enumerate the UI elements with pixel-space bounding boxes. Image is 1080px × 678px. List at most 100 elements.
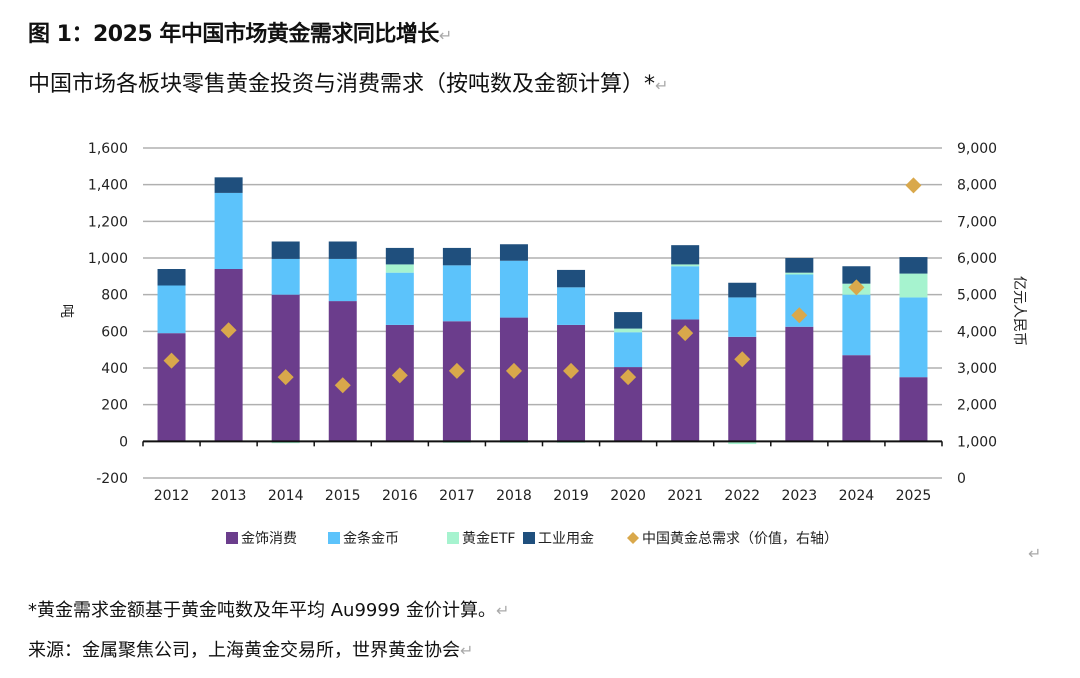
- bar-segment: [157, 333, 186, 442]
- bar-segment: [614, 332, 643, 368]
- x-tick-label: 2024: [839, 488, 875, 504]
- y-tick-label: -200: [96, 471, 128, 487]
- x-tick-label: 2015: [325, 488, 361, 504]
- legend-label: 黄金ETF: [462, 530, 515, 547]
- total-demand-point: [848, 279, 865, 296]
- bar-segment: [499, 317, 528, 442]
- bar-segment: [385, 272, 414, 325]
- bar-segment: [499, 260, 528, 318]
- bar-segment: [442, 265, 471, 322]
- x-tick-label: 2021: [667, 488, 703, 504]
- legend-swatch: [447, 532, 459, 544]
- return-mark: ↵: [460, 641, 474, 660]
- y2-tick-label: 8,000: [957, 178, 997, 194]
- footnote: *黄金需求金额基于黄金吨数及年平均 Au9999 金价计算。↵: [28, 600, 510, 621]
- total-demand-point: [391, 367, 408, 384]
- bar-segment: [728, 297, 757, 337]
- bar-segment: [328, 258, 357, 302]
- source-note: 来源：金属聚焦公司，上海黄金交易所，世界黄金协会↵: [28, 640, 474, 661]
- bar-segment: [842, 266, 871, 284]
- x-tick-label: 2018: [496, 488, 532, 504]
- x-tick-label: 2025: [896, 488, 932, 504]
- y2-tick-label: 4,000: [957, 324, 997, 340]
- bar-segment: [785, 258, 814, 273]
- legend-label: 中国黄金总需求（价值，右轴）: [642, 530, 838, 547]
- y-tick-label: 1,200: [88, 214, 128, 230]
- y2-tick-label: 2,000: [957, 398, 997, 414]
- bar-segment: [157, 269, 186, 286]
- total-demand-point: [163, 352, 180, 369]
- legend-swatch: [328, 532, 340, 544]
- legend-swatch: [226, 532, 238, 544]
- total-demand-point: [677, 325, 694, 342]
- legend-marker-diamond: [627, 532, 639, 544]
- bar-segment: [385, 247, 414, 265]
- x-tick-label: 2022: [724, 488, 760, 504]
- bar-segment: [671, 245, 700, 265]
- bar-segment: [785, 272, 814, 275]
- x-tick-label: 2020: [610, 488, 646, 504]
- return-mark: ↵: [1028, 544, 1042, 563]
- y-tick-label: 0: [119, 434, 128, 450]
- x-tick-label: 2013: [211, 488, 247, 504]
- legend-label: 工业用金: [538, 531, 594, 547]
- bar-segment: [442, 247, 471, 266]
- figure-title: 图 1：2025 年中国市场黄金需求同比增长↵: [28, 22, 452, 47]
- bar-segment: [271, 241, 300, 259]
- bar-segment: [614, 312, 643, 329]
- y-tick-label: 600: [101, 324, 128, 340]
- total-demand-point: [505, 362, 522, 379]
- y-tick-label: 400: [101, 361, 128, 377]
- total-demand-point: [620, 369, 637, 386]
- x-tick-label: 2017: [439, 488, 475, 504]
- y2-tick-label: 7,000: [957, 214, 997, 230]
- legend-label: 金饰消费: [241, 531, 297, 547]
- y-tick-label: 1,600: [88, 141, 128, 157]
- return-mark: ↵: [438, 26, 452, 45]
- bar-segment: [157, 285, 186, 334]
- x-tick-label: 2014: [268, 488, 304, 504]
- bar-segment: [214, 269, 243, 442]
- bar-segment: [214, 192, 243, 269]
- y2-tick-label: 1,000: [957, 434, 997, 450]
- bar-segment: [214, 177, 243, 193]
- total-demand-point: [448, 362, 465, 379]
- bar-segment: [842, 355, 871, 442]
- figure-subtitle: 中国市场各板块零售黄金投资与消费需求（按吨数及金额计算）*↵: [28, 72, 669, 97]
- legend-swatch: [523, 532, 535, 544]
- y-tick-label: 1,000: [88, 251, 128, 267]
- bar-segment: [671, 266, 700, 320]
- total-demand-point: [334, 377, 351, 394]
- bar-segment: [557, 287, 586, 325]
- return-mark: ↵: [495, 601, 510, 620]
- x-tick-label: 2019: [553, 488, 589, 504]
- y-axis-label: 吨: [58, 304, 74, 318]
- bar-segment: [442, 321, 471, 442]
- total-demand-point: [220, 322, 237, 339]
- bar-segment: [614, 328, 643, 333]
- y2-axis-label: 亿元人民币: [1011, 276, 1027, 346]
- bar-segment: [728, 441, 757, 445]
- total-demand-point: [791, 307, 808, 324]
- bar-segment: [728, 282, 757, 298]
- y2-tick-label: 3,000: [957, 361, 997, 377]
- x-tick-label: 2016: [382, 488, 418, 504]
- bar-segment: [557, 269, 586, 288]
- bar-segment: [499, 244, 528, 261]
- total-demand-point: [905, 177, 922, 194]
- y-tick-label: 1,400: [88, 178, 128, 194]
- x-tick-label: 2012: [154, 488, 190, 504]
- bar-segment: [899, 297, 928, 378]
- bar-segment: [271, 294, 300, 442]
- bar-segment: [557, 324, 586, 442]
- return-mark: ↵: [655, 76, 669, 95]
- bar-segment: [899, 257, 928, 274]
- total-demand-point: [734, 351, 751, 368]
- y2-tick-label: 9,000: [957, 141, 997, 157]
- bar-segment: [899, 273, 928, 298]
- bar-segment: [328, 301, 357, 442]
- bar-segment: [671, 264, 700, 267]
- legend-label: 金条金币: [343, 530, 399, 547]
- bar-segment: [385, 264, 414, 273]
